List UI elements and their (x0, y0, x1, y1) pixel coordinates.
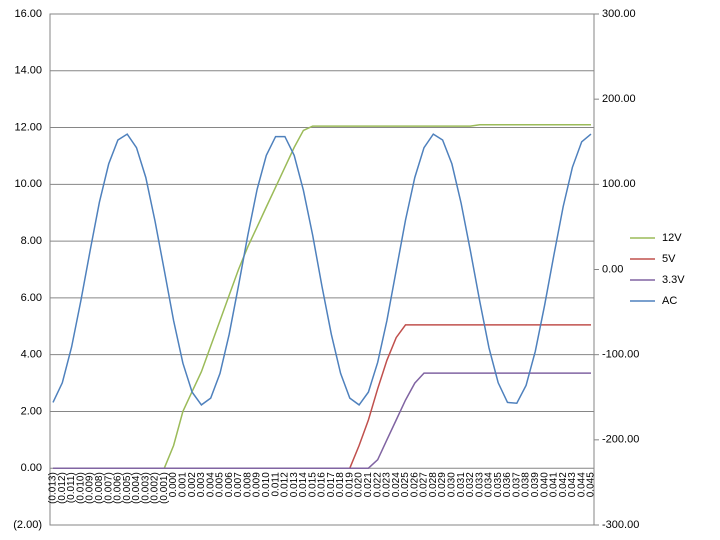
x-tick-label: 0.031 (456, 472, 467, 497)
x-tick-label: 0.014 (298, 472, 309, 497)
x-tick-label: 0.022 (372, 472, 383, 497)
x-tick-label: 0.042 (558, 472, 569, 497)
x-tick-label: (0.012) (57, 472, 68, 504)
x-tick-label: 0.007 (233, 472, 244, 497)
x-tick-label: (0.008) (94, 472, 105, 504)
y-tick-label: 4.00 (21, 349, 42, 361)
y2-tick-label: 300.00 (602, 8, 636, 20)
x-tick-label: 0.009 (252, 472, 263, 497)
x-tick-label: 0.020 (354, 472, 365, 497)
x-tick-label: (0.013) (48, 472, 59, 504)
legend-label: 3.3V (662, 274, 685, 286)
x-tick-label: 0.017 (326, 472, 337, 497)
series-line (52, 133, 592, 406)
x-tick-label: 0.010 (261, 472, 272, 497)
x-tick-label: (0.009) (85, 472, 96, 504)
x-tick-label: 0.005 (215, 472, 226, 497)
x-tick-label: 0.044 (576, 472, 587, 497)
x-tick-label: 0.036 (502, 472, 513, 497)
x-tick-label: 0.039 (530, 472, 541, 497)
x-tick-label: 0.002 (187, 472, 198, 497)
x-tick-label: 0.026 (409, 472, 420, 497)
x-tick-label: (0.006) (113, 472, 124, 504)
x-tick-label: 0.040 (539, 472, 550, 497)
x-tick-label: 0.019 (344, 472, 355, 497)
x-tick-label: 0.045 (586, 472, 597, 497)
y-tick-label: 14.00 (14, 65, 42, 77)
x-tick-label: 0.001 (178, 472, 189, 497)
y-tick-label: (2.00) (13, 519, 42, 531)
x-tick-label: 0.000 (168, 472, 179, 497)
x-tick-label: 0.038 (521, 472, 532, 497)
x-tick-label: 0.027 (419, 472, 430, 497)
x-tick-label: (0.003) (140, 472, 151, 504)
x-tick-label: 0.003 (196, 472, 207, 497)
x-tick-label: 0.008 (242, 472, 253, 497)
x-tick-label: 0.034 (484, 472, 495, 497)
y-tick-label: 10.00 (14, 178, 42, 190)
x-tick-label: 0.032 (465, 472, 476, 497)
legend-label: AC (662, 295, 677, 307)
x-tick-label: 0.035 (493, 472, 504, 497)
x-tick-label: 0.004 (205, 472, 216, 497)
y-tick-label: 0.00 (21, 462, 42, 474)
x-tick-label: (0.011) (66, 472, 77, 503)
x-tick-label: 0.011 (270, 472, 281, 497)
x-tick-label: (0.004) (131, 472, 142, 504)
y-tick-label: 6.00 (21, 292, 42, 304)
x-tick-label: 0.043 (567, 472, 578, 497)
x-tick-label: 0.037 (511, 472, 522, 497)
x-tick-label: 0.023 (382, 472, 393, 497)
x-tick-label: 0.006 (224, 472, 235, 497)
y-tick-label: 8.00 (21, 235, 42, 247)
x-tick-label: 0.030 (447, 472, 458, 497)
x-tick-label: 0.016 (317, 472, 328, 497)
x-tick-label: (0.010) (75, 472, 86, 504)
x-tick-label: 0.041 (549, 472, 560, 497)
series-line (53, 372, 591, 469)
y2-tick-label: -200.00 (602, 434, 639, 446)
plot-area (49, 13, 595, 526)
legend-label: 12V (662, 232, 682, 244)
y-tick-label: 16.00 (14, 8, 42, 20)
x-tick-label: 0.029 (437, 472, 448, 497)
x-tick-label: (0.002) (150, 472, 161, 504)
x-tick-label: (0.001) (159, 472, 170, 504)
y2-tick-label: -300.00 (602, 519, 639, 531)
y2-tick-label: 0.00 (602, 263, 623, 275)
x-tick-label: (0.007) (103, 472, 114, 504)
x-tick-label: 0.012 (280, 472, 291, 497)
x-tick-label: 0.028 (428, 472, 439, 497)
y-tick-label: 12.00 (14, 121, 42, 133)
x-tick-label: 0.024 (391, 472, 402, 497)
x-tick-label: (0.005) (122, 472, 133, 504)
legend-label: 5V (662, 253, 676, 265)
x-tick-label: 0.015 (307, 472, 318, 497)
y2-tick-label: -100.00 (602, 349, 639, 361)
x-tick-label: 0.018 (335, 472, 346, 497)
x-tick-label: 0.025 (400, 472, 411, 497)
y2-tick-label: 100.00 (602, 178, 636, 190)
y2-tick-label: 200.00 (602, 93, 636, 105)
x-tick-label: 0.033 (474, 472, 485, 497)
x-tick-label: 0.021 (363, 472, 374, 497)
y-tick-label: 2.00 (21, 405, 42, 417)
x-tick-label: 0.013 (289, 472, 300, 497)
